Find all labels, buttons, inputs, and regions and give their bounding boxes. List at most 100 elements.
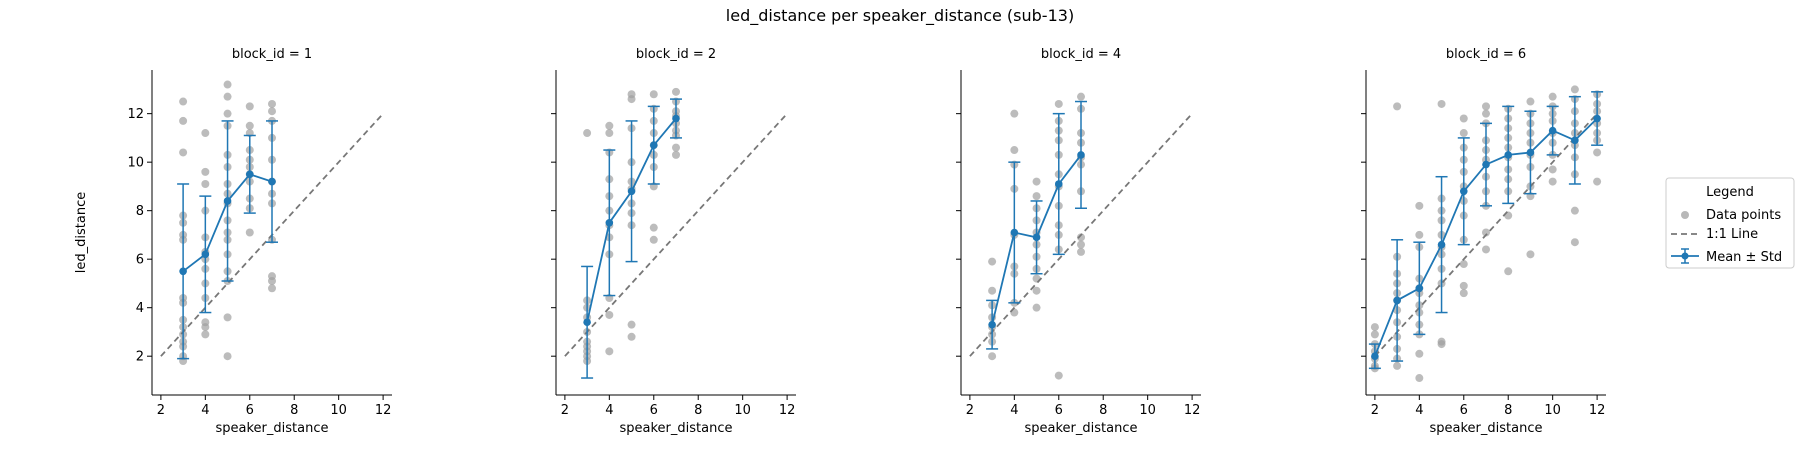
legend-box: Legend Data points 1:1 Line Mean ± Std [1665, 177, 1795, 269]
data-point [1032, 177, 1041, 186]
data-point [627, 332, 636, 341]
data-point [1077, 92, 1085, 101]
data-point [1570, 238, 1579, 247]
data-point [223, 313, 232, 322]
mean-point [1459, 187, 1468, 196]
data-point [1032, 192, 1041, 201]
data-point [201, 129, 210, 138]
x-tick-label: 2 [561, 403, 569, 418]
mean-point [1571, 136, 1579, 145]
y-tick-label: 10 [127, 156, 144, 171]
data-point [1054, 99, 1063, 108]
y-tick-label: 6 [136, 253, 144, 268]
legend-data-points-marker [1681, 211, 1689, 219]
data-point [223, 352, 232, 361]
data-point [1459, 260, 1468, 269]
data-point [245, 102, 254, 111]
mean-point [1077, 151, 1085, 159]
data-point [988, 257, 997, 266]
panel-title: block_id = 1 [232, 47, 312, 62]
y-tick-label: 2 [136, 350, 144, 365]
data-point [583, 129, 592, 138]
x-tick-label: 4 [605, 403, 613, 418]
data-point [605, 347, 614, 356]
data-point [1415, 349, 1424, 358]
x-tick-label: 8 [1504, 403, 1512, 418]
mean-point [179, 267, 187, 276]
data-point [1593, 148, 1602, 157]
data-point [1393, 361, 1402, 370]
mean-point [1504, 151, 1513, 159]
chart-panels: block_id = 1 2 4 6 8 10 12 2 4 6 8 10 12 speaker_dist… [74, 47, 1606, 436]
mean-point [1482, 160, 1490, 169]
data-point [605, 129, 614, 138]
mean-point [672, 114, 680, 123]
data-point [1032, 303, 1041, 312]
mean-point [1032, 233, 1041, 242]
data-point [1482, 245, 1490, 254]
data-point [1437, 99, 1446, 108]
mean-point [268, 177, 276, 186]
y-tick-label: 4 [136, 301, 144, 316]
data-point [268, 277, 276, 286]
legend-mean-marker [1671, 248, 1699, 264]
panel-title: block_id = 2 [636, 47, 716, 62]
x-tick-label: 6 [1460, 403, 1468, 418]
x-tick-label: 2 [966, 403, 974, 418]
data-point [1077, 233, 1085, 242]
data-point [268, 284, 276, 293]
data-point [201, 167, 210, 176]
data-point [649, 235, 658, 244]
mean-point [1415, 284, 1424, 293]
data-point [179, 148, 188, 157]
mean-point [245, 170, 254, 179]
x-tick-label: 4 [1415, 403, 1423, 418]
data-point [649, 90, 658, 99]
data-point [672, 87, 680, 96]
data-point [1437, 340, 1446, 349]
data-point [649, 223, 658, 232]
data-point [223, 80, 232, 89]
data-point [201, 323, 210, 332]
x-tick-label: 6 [1055, 403, 1063, 418]
mean-point [201, 250, 210, 259]
data-point [1570, 206, 1579, 215]
legend-title: Legend [1706, 185, 1754, 200]
panel-title: block_id = 6 [1446, 47, 1526, 62]
x-tick-label: 10 [330, 403, 347, 418]
data-point [1370, 323, 1379, 332]
x-tick-label: 12 [779, 403, 796, 418]
data-point [245, 121, 254, 130]
x-tick-label: 10 [734, 403, 751, 418]
mean-point [1593, 114, 1601, 123]
data-point [1415, 374, 1424, 383]
x-tick-label: 2 [157, 403, 165, 418]
x-tick-label: 6 [650, 403, 658, 418]
data-point [1415, 230, 1424, 239]
data-point [1548, 177, 1557, 186]
x-tick-label: 12 [1589, 403, 1606, 418]
data-point [201, 330, 210, 339]
data-point [1415, 201, 1424, 210]
y-tick-label: 12 [127, 107, 144, 122]
mean-point [1371, 352, 1379, 360]
data-point [179, 116, 188, 125]
identity-line [1374, 113, 1598, 357]
x-tick-label: 4 [201, 403, 209, 418]
panel-title: block_id = 4 [1041, 47, 1121, 62]
legend-data-points-label: Data points [1706, 208, 1781, 223]
mean-point [1054, 180, 1063, 188]
data-point [1482, 109, 1490, 118]
data-point [1370, 330, 1379, 339]
x-axis-label: speaker_distance [1025, 421, 1138, 436]
x-tick-label: 12 [375, 403, 392, 418]
x-tick-label: 12 [1184, 403, 1201, 418]
data-point [988, 352, 997, 361]
data-point [268, 99, 276, 108]
data-point [1526, 250, 1535, 259]
x-tick-label: 6 [246, 403, 254, 418]
mean-point [1393, 296, 1401, 305]
data-point [179, 97, 188, 106]
panel-block-1: block_id = 1 2 4 6 8 10 12 2 4 6 8 10 12 speaker_dist… [74, 47, 392, 436]
